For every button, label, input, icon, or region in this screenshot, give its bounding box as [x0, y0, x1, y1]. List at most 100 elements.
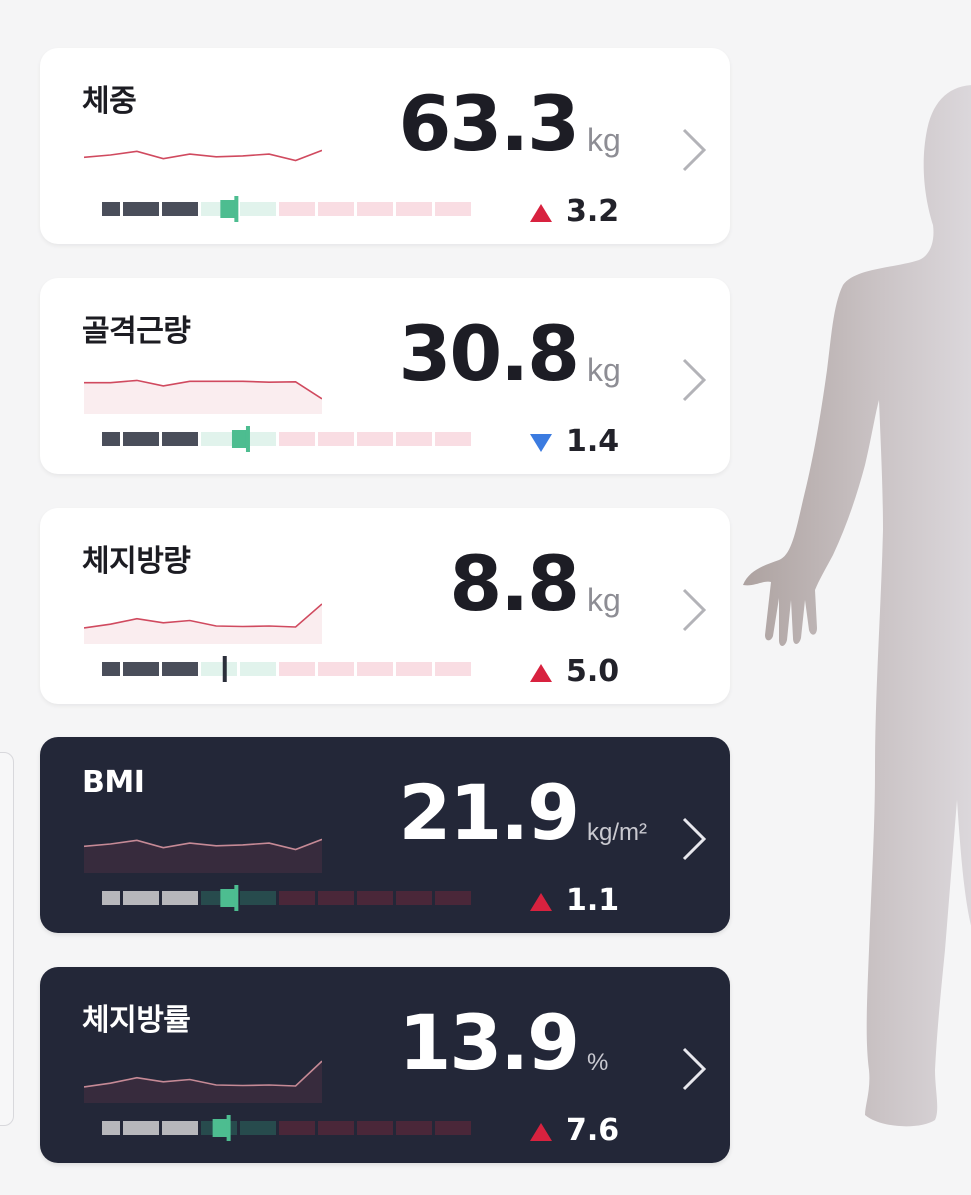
gauge-segment	[435, 432, 471, 446]
gauge-segment	[279, 202, 315, 216]
gauge-segment	[162, 202, 198, 216]
change-value: 3.2	[566, 194, 620, 229]
gauge-segment	[357, 891, 393, 905]
metric-card-body-fat-mass[interactable]: 체지방량 8.8 kg 5.0	[40, 508, 730, 704]
gauge-segment	[318, 202, 354, 216]
human-body-silhouette-icon	[743, 85, 971, 1127]
change-value: 1.4	[566, 424, 620, 459]
gauge-marker	[234, 885, 239, 911]
gauge-segment	[102, 432, 120, 446]
trend-sparkline	[84, 1060, 322, 1103]
metric-value: 30.8	[398, 309, 580, 398]
range-gauge	[102, 426, 471, 452]
chevron-right-icon[interactable]	[680, 815, 708, 863]
metric-unit: kg	[587, 582, 621, 618]
gauge-segment	[123, 1121, 159, 1135]
sparkline-line	[84, 149, 322, 162]
trend-sparkline	[84, 603, 322, 644]
metric-card-weight[interactable]: 체중 63.3 kg 3.2	[40, 48, 730, 244]
gauge-segment	[201, 432, 237, 446]
gauge-segment	[102, 891, 120, 905]
metric-value: 21.9	[398, 768, 580, 857]
metric-unit: kg/m²	[587, 819, 647, 846]
change-value: 7.6	[566, 1113, 620, 1148]
gauge-segment	[318, 891, 354, 905]
gauge-segment	[357, 1121, 393, 1135]
gauge-segment	[279, 432, 315, 446]
gauge-segment	[162, 891, 198, 905]
gauge-highlight	[212, 1119, 229, 1137]
gauge-segment	[396, 891, 432, 905]
gauge-segment	[396, 432, 432, 446]
gauge-segment	[123, 662, 159, 676]
metric-value: 8.8	[449, 539, 580, 628]
range-gauge	[102, 656, 471, 682]
metric-label: 체중	[82, 84, 137, 119]
trend-arrow-up-icon	[530, 1123, 552, 1141]
gauge-segment	[123, 202, 159, 216]
chevron-right-icon[interactable]	[680, 356, 708, 404]
gauge-segment	[318, 662, 354, 676]
gauge-segment	[435, 891, 471, 905]
gauge-segment	[357, 662, 393, 676]
gauge-segment	[162, 432, 198, 446]
sparkline-area	[84, 839, 322, 873]
trend-arrow-down-icon	[530, 434, 552, 452]
metric-label: 골격근량	[82, 314, 191, 349]
gauge-segment	[240, 662, 276, 676]
change-value: 1.1	[566, 883, 620, 918]
sparkline-line	[84, 603, 322, 629]
gauge-segment	[123, 432, 159, 446]
gauge-segment	[201, 662, 237, 676]
metric-card-bmi[interactable]: BMI 21.9 kg/m² 1.1	[40, 737, 730, 933]
range-gauge	[102, 1115, 471, 1141]
gauge-segment	[435, 1121, 471, 1135]
trend-arrow-up-icon	[530, 664, 552, 682]
gauge-segment	[435, 202, 471, 216]
metric-card-body-fat-pct[interactable]: 체지방률 13.9 % 7.6	[40, 967, 730, 1163]
trend-arrow-up-icon	[530, 204, 552, 222]
sparkline-line	[84, 838, 322, 851]
metric-unit: kg	[587, 352, 621, 388]
chevron-right-icon[interactable]	[680, 1045, 708, 1093]
sparkline-line	[84, 1060, 322, 1088]
range-gauge	[102, 196, 471, 222]
gauge-segment	[240, 202, 276, 216]
gauge-segment	[279, 662, 315, 676]
gauge-highlight	[231, 430, 248, 448]
gauge-segment	[123, 891, 159, 905]
gauge-segment	[102, 202, 120, 216]
chevron-right-icon[interactable]	[680, 126, 708, 174]
gauge-segment	[162, 662, 198, 676]
gauge-segment	[102, 662, 120, 676]
trend-arrow-up-icon	[530, 893, 552, 911]
metric-value: 13.9	[398, 998, 580, 1087]
metric-card-skeletal-muscle[interactable]: 골격근량 30.8 kg 1.4	[40, 278, 730, 474]
gauge-segment	[240, 1121, 276, 1135]
gauge-segment	[279, 1121, 315, 1135]
chevron-right-icon[interactable]	[680, 586, 708, 634]
gauge-marker	[226, 1115, 231, 1141]
sparkline-area	[84, 380, 322, 414]
gauge-segment	[435, 662, 471, 676]
trend-sparkline	[84, 379, 322, 414]
trend-sparkline	[84, 838, 322, 873]
gauge-marker	[234, 196, 239, 222]
gauge-segment	[240, 891, 276, 905]
metric-label: BMI	[82, 765, 145, 800]
gauge-segment	[279, 891, 315, 905]
metric-label: 체지방률	[82, 1003, 191, 1038]
gauge-segment	[318, 1121, 354, 1135]
gauge-segment	[396, 202, 432, 216]
change-value: 5.0	[566, 654, 620, 689]
metric-unit: %	[587, 1049, 609, 1076]
side-panel-edge[interactable]	[0, 752, 14, 1126]
gauge-segment	[102, 1121, 120, 1135]
gauge-highlight	[220, 889, 237, 907]
gauge-highlight	[220, 200, 237, 218]
gauge-segment	[357, 202, 393, 216]
trend-sparkline	[84, 149, 322, 162]
gauge-marker	[245, 426, 250, 452]
gauge-marker	[222, 656, 227, 682]
sparkline-area	[84, 1061, 322, 1103]
